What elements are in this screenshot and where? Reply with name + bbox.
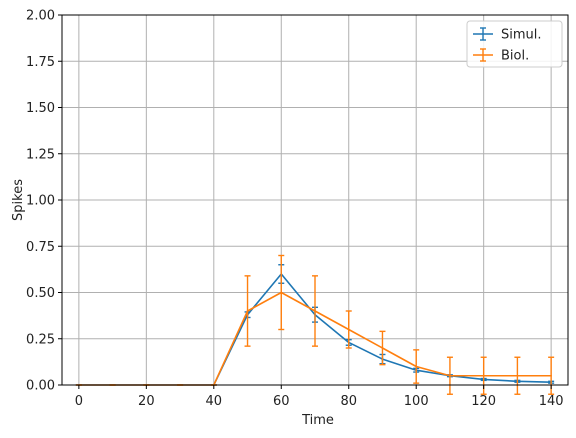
data-point (550, 374, 552, 377)
y-tick-label: 0.75 (26, 240, 55, 255)
data-point (516, 374, 519, 377)
data-point (314, 310, 316, 312)
legend-label: Biol. (501, 49, 529, 64)
x-tick-label: 0 (75, 394, 83, 409)
x-tick-label: 100 (404, 394, 429, 409)
y-tick-label: 0.25 (26, 332, 55, 347)
x-tick-label: 120 (471, 394, 496, 409)
data-point (246, 310, 249, 312)
data-point (449, 374, 451, 377)
data-point (347, 328, 350, 331)
data-point (280, 291, 283, 294)
x-tick-label: 20 (138, 394, 155, 409)
data-point (381, 347, 384, 349)
data-point (415, 365, 418, 368)
y-axis-title: Spikes (11, 179, 26, 221)
x-tick-label: 60 (273, 394, 290, 409)
legend-label: Simul. (501, 28, 542, 43)
x-axis-title: Time (301, 413, 334, 428)
y-tick-label: 1.50 (26, 101, 55, 116)
legend: Simul. Biol. (466, 20, 563, 68)
data-point (482, 374, 485, 377)
y-tick-label: 1.75 (26, 55, 55, 70)
y-tick-label: 1.25 (26, 147, 55, 162)
x-tick-label: 40 (206, 394, 223, 409)
x-tick-label: 80 (340, 394, 357, 409)
y-tick-label: 0.00 (26, 379, 55, 394)
ticks: 0 20 40 60 80 100 120 140 0.00 0.25 0.50 0.75 1.00 1.… (26, 9, 564, 410)
y-tick-label: 0.50 (26, 286, 55, 301)
x-tick-label: 140 (539, 394, 564, 409)
y-tick-label: 1.00 (26, 194, 55, 209)
y-tick-label: 2.00 (26, 9, 55, 24)
